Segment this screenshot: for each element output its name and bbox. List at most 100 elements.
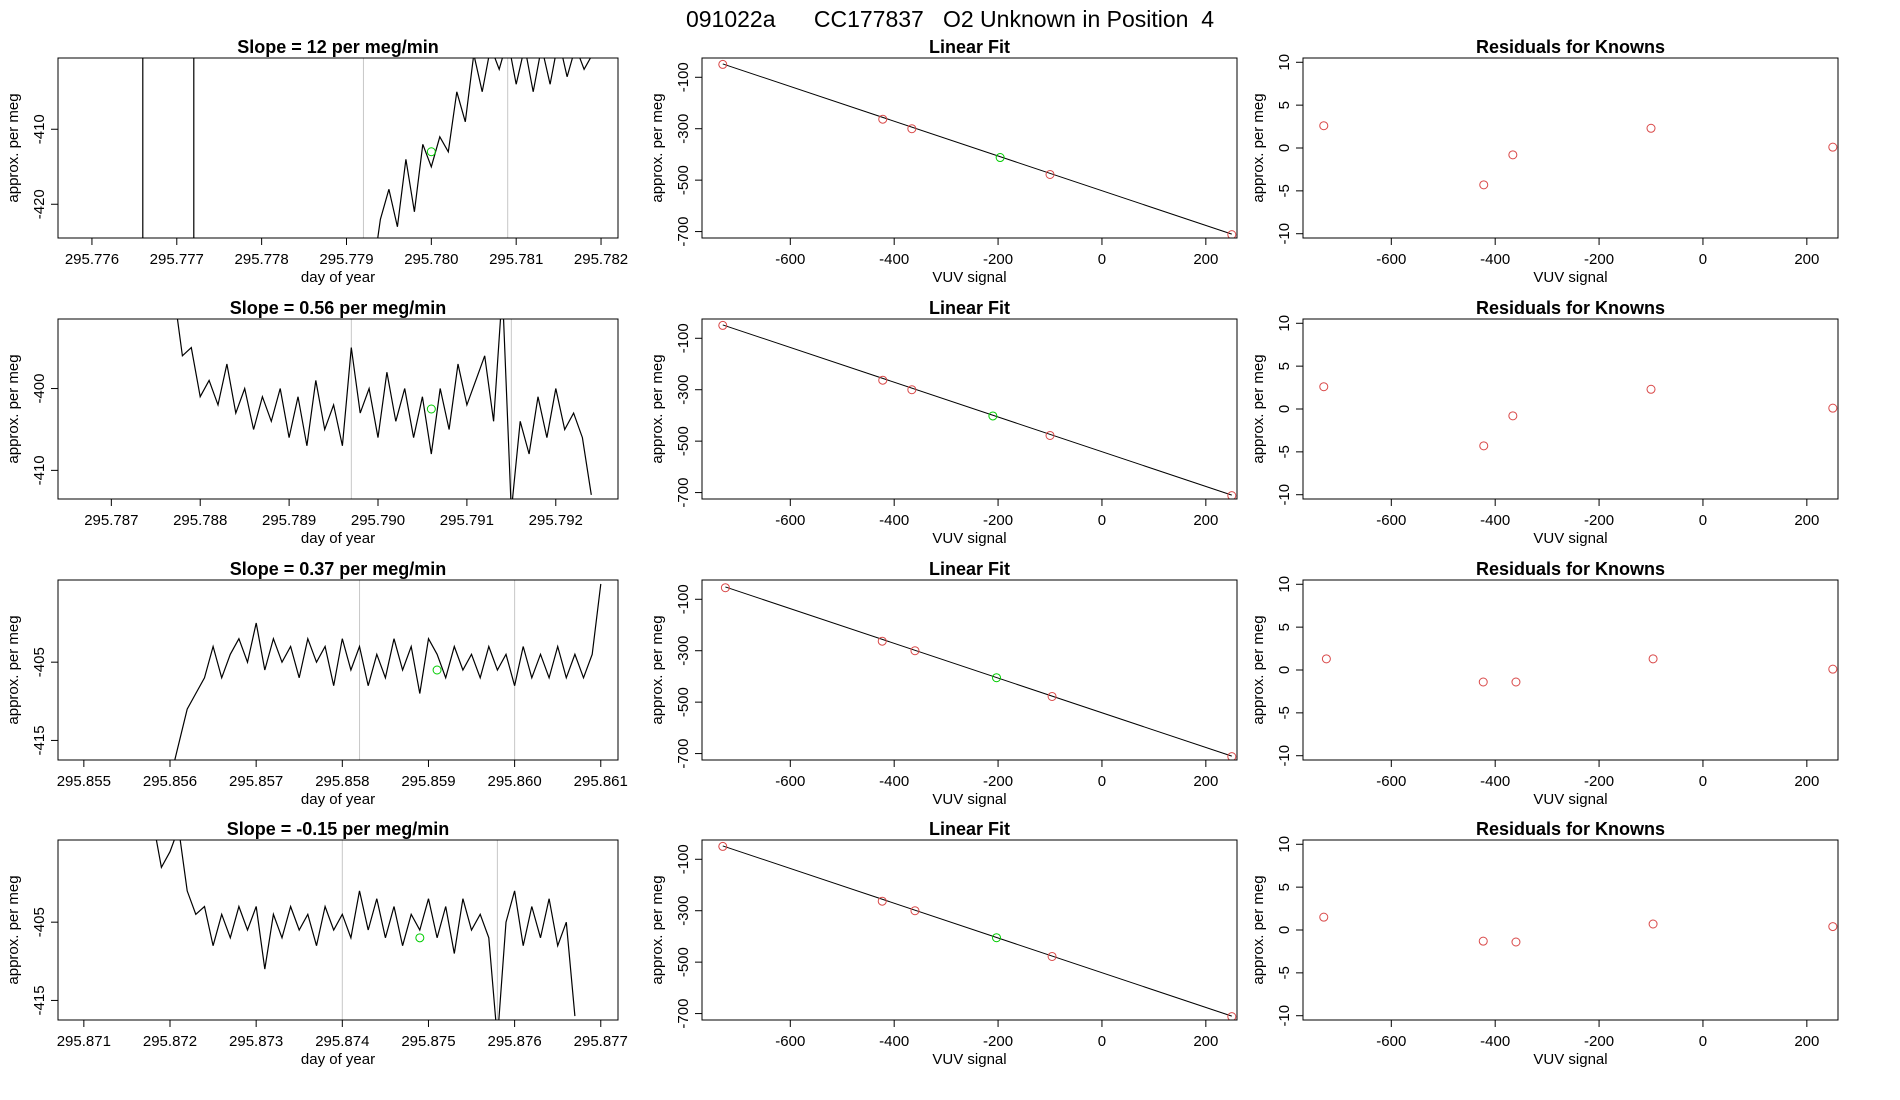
y-tick-label: -10 <box>1276 745 1293 767</box>
known-point <box>1227 752 1237 760</box>
unknown-mean-point <box>426 404 436 414</box>
x-tick-label: 295.777 <box>150 251 204 268</box>
known-point <box>878 375 888 385</box>
plot-area <box>718 841 1237 1020</box>
x-tick-label: 295.788 <box>173 512 227 529</box>
x-tick-label: 200 <box>1794 1033 1819 1050</box>
y-axis-label: approx. per meg <box>5 354 22 463</box>
y-tick-label: 10 <box>1276 315 1293 332</box>
x-tick-label: -400 <box>879 251 909 268</box>
residual-point <box>1828 922 1838 932</box>
x-tick-label: 0 <box>1098 1033 1106 1050</box>
y-tick-label: -700 <box>675 217 692 247</box>
y-tick-label: -300 <box>675 114 692 144</box>
y-tick-label: 5 <box>1276 883 1293 891</box>
known-point <box>877 896 887 906</box>
plot-frame <box>1302 318 1839 500</box>
x-tick-label: -600 <box>775 512 805 529</box>
known-point <box>1047 951 1057 961</box>
y-axis-label: approx. per meg <box>649 875 666 984</box>
y-tick-label: -5 <box>1276 966 1293 979</box>
y-tick-label: 10 <box>1276 836 1293 853</box>
x-tick-label: -600 <box>1376 251 1406 268</box>
x-tick-label: -400 <box>1480 251 1510 268</box>
x-tick-label: -400 <box>879 1033 909 1050</box>
chart-title: Slope = -0.15 per meg/min <box>227 819 450 839</box>
y-tick-label: -500 <box>675 947 692 977</box>
known-point <box>718 320 728 330</box>
y-tick-label: -400 <box>31 374 48 404</box>
x-tick-label: 295.874 <box>315 1033 369 1050</box>
panel-fit-1: Linear Fit -600 -400 -200 0 200 VUV signal -100… <box>649 37 1238 286</box>
y-tick-label: -5 <box>1276 445 1293 458</box>
x-axis-label: VUV signal <box>1533 269 1607 286</box>
y-tick-label: -405 <box>31 647 48 677</box>
x-tick-label: 295.781 <box>489 251 543 268</box>
known-point <box>907 124 917 134</box>
chart-title: Linear Fit <box>929 559 1010 579</box>
unknown-point <box>988 411 998 421</box>
y-tick-label: 5 <box>1276 362 1293 370</box>
plot-frame <box>1302 839 1839 1021</box>
x-tick-label: 295.856 <box>143 773 197 790</box>
residual-point <box>1479 180 1489 190</box>
panel-residuals-4: Residuals for Knowns -600 -400 -200 0 200 VUV … <box>1250 819 1839 1068</box>
y-tick-label: 0 <box>1276 666 1293 674</box>
x-tick-label: 0 <box>1699 512 1707 529</box>
residual-point <box>1479 441 1489 451</box>
x-tick-label: 295.861 <box>574 773 628 790</box>
y-tick-label: -700 <box>675 999 692 1029</box>
x-tick-label: 295.857 <box>229 773 283 790</box>
panel-residuals-1: Residuals for Knowns -600 -400 -200 0 200 VUV … <box>1250 37 1839 286</box>
chart-title: Linear Fit <box>929 298 1010 318</box>
x-tick-label: 295.790 <box>351 512 405 529</box>
x-tick-label: 295.871 <box>57 1033 111 1050</box>
y-tick-label: -500 <box>675 165 692 195</box>
x-axis-label: day of year <box>301 1051 375 1068</box>
y-tick-label: -300 <box>675 896 692 926</box>
x-tick-label: 200 <box>1794 512 1819 529</box>
y-tick-label: -100 <box>675 844 692 874</box>
x-axis-label: VUV signal <box>932 791 1006 808</box>
x-axis-label: day of year <box>301 269 375 286</box>
known-point <box>877 636 887 646</box>
known-point <box>878 114 888 124</box>
known-point <box>1227 491 1237 499</box>
residual-point <box>1511 937 1521 947</box>
x-tick-label: -400 <box>879 512 909 529</box>
plot-area <box>1319 121 1838 190</box>
y-tick-label: -5 <box>1276 184 1293 197</box>
known-point <box>1227 1012 1237 1020</box>
y-tick-label: -300 <box>675 636 692 666</box>
panel-timeseries-4: Slope = -0.15 per meg/min 295.871 295.872 2… <box>5 819 628 1068</box>
plot-area <box>718 59 1237 238</box>
chart-title: Linear Fit <box>929 819 1010 839</box>
x-tick-label: 295.858 <box>315 773 369 790</box>
y-tick-label: -5 <box>1276 706 1293 719</box>
chart-title: Residuals for Knowns <box>1476 298 1665 318</box>
known-point <box>910 646 920 656</box>
x-tick-label: 295.875 <box>401 1033 455 1050</box>
panel-timeseries-2: Slope = 0.56 per meg/min 295.787 295.788 29… <box>5 298 619 547</box>
x-tick-label: 0 <box>1699 251 1707 268</box>
residual-point <box>1319 121 1329 131</box>
x-tick-label: 295.859 <box>401 773 455 790</box>
plot-frame <box>57 57 619 239</box>
plot-frame <box>57 318 619 500</box>
x-tick-label: -600 <box>1376 1033 1406 1050</box>
x-tick-label: -200 <box>1584 1033 1614 1050</box>
chart-title: Residuals for Knowns <box>1476 37 1665 57</box>
residual-point <box>1828 664 1838 674</box>
x-axis-label: day of year <box>301 530 375 547</box>
fit-line <box>722 324 1232 496</box>
y-axis-label: approx. per meg <box>1250 93 1267 202</box>
x-tick-label: 0 <box>1098 251 1106 268</box>
x-tick-label: -600 <box>1376 512 1406 529</box>
x-axis-label: VUV signal <box>1533 530 1607 547</box>
panel-residuals-3: Residuals for Knowns -600 -400 -200 0 200 VUV … <box>1250 559 1839 808</box>
x-tick-label: -600 <box>775 1033 805 1050</box>
x-tick-label: 200 <box>1794 251 1819 268</box>
y-tick-label: -410 <box>31 114 48 144</box>
y-tick-label: 5 <box>1276 101 1293 109</box>
